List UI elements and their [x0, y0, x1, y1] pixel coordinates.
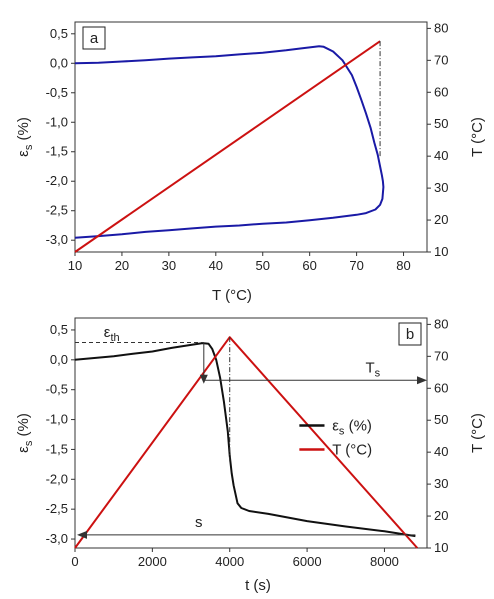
- series-line-a-1: [74, 40, 381, 253]
- legend-label-1: T (°C): [332, 442, 372, 459]
- yl-tick-label-a-2: -0,5: [46, 85, 68, 100]
- legend: εs (%) T (°C): [299, 418, 372, 459]
- yl-tick-label-b-1: 0,0: [50, 352, 68, 367]
- ts-arrow-head: [417, 376, 427, 385]
- panel-label-b: b: [406, 326, 414, 343]
- x-tick-label-a-4: 50: [255, 258, 269, 273]
- y-left-axis-label-b-sub: s: [23, 440, 35, 446]
- yr-tick-label-a-5: 60: [434, 84, 448, 99]
- x-tick-label-a-3: 40: [209, 258, 223, 273]
- legend-label-0-sub: s: [339, 426, 345, 438]
- panel-a: 10 20 30 40 50 60 70 80 0,5 0,0 -0,5 -1,0 -1,5 -2,0 -2…: [15, 20, 486, 304]
- yl-tick-label-a-5: -2,0: [46, 173, 68, 188]
- eth-label-sub: th: [110, 332, 119, 344]
- y-right-axis-label-a: T (°C): [469, 117, 486, 157]
- legend-label-0-main: ε: [332, 418, 339, 435]
- yl-tick-label-a-1: 0,0: [50, 55, 68, 70]
- y-left-axis-label-a-main: ε: [15, 150, 32, 157]
- y-left-axis-label-a: εs (%): [15, 117, 35, 157]
- yr-tick-label-a-4: 50: [434, 116, 448, 131]
- yl-tick-label-b-6: -2,5: [46, 501, 68, 516]
- legend-label-0: εs (%): [332, 418, 372, 438]
- x-tick-label-a-1: 20: [115, 258, 129, 273]
- ts-label: Ts: [366, 359, 381, 379]
- x-tick-label-a-0: 10: [68, 258, 82, 273]
- yr-tick-label-b-1: 20: [434, 508, 448, 523]
- y-left-axis-label-a-unit: (%): [15, 117, 32, 145]
- yr-tick-label-b-3: 40: [434, 444, 448, 459]
- yl-tick-label-b-2: -0,5: [46, 382, 68, 397]
- plot-frame-a: [74, 21, 428, 253]
- yl-tick-label-a-6: -2,5: [46, 203, 68, 218]
- yl-tick-label-b-3: -1,0: [46, 412, 68, 427]
- eth-arrow-head: [199, 374, 208, 384]
- yr-tick-label-a-2: 30: [434, 180, 448, 195]
- yr-tick-label-b-2: 30: [434, 476, 448, 491]
- yr-tick-label-b-5: 60: [434, 380, 448, 395]
- x-tick-label-a-6: 70: [349, 258, 363, 273]
- y-left-axis-label-b-main: ε: [15, 446, 32, 453]
- legend-label-0-unit: (%): [344, 418, 372, 435]
- yr-tick-label-a-1: 20: [434, 212, 448, 227]
- s-label: s: [195, 514, 203, 531]
- ts-label-main: T: [366, 359, 375, 376]
- x-tick-label-b-3: 6000: [293, 554, 322, 569]
- s-arrow-head: [77, 530, 87, 539]
- yl-tick-label-b-4: -1,5: [46, 441, 68, 456]
- x-tick-label-b-0: 0: [71, 554, 78, 569]
- yr-tick-label-b-6: 70: [434, 348, 448, 363]
- plot-frame-b: [74, 317, 428, 549]
- x-tick-label-b-1: 2000: [138, 554, 167, 569]
- yl-tick-label-a-0: 0,5: [50, 26, 68, 41]
- x-tick-label-b-4: 8000: [370, 554, 399, 569]
- x-axis-label-b: t (s): [245, 577, 271, 594]
- eth-label: εth: [104, 324, 120, 344]
- yl-tick-label-a-4: -1,5: [46, 144, 68, 159]
- yl-tick-label-a-3: -1,0: [46, 114, 68, 129]
- ts-label-sub: s: [375, 367, 381, 379]
- panel-b: 0 2000 4000 6000 8000 0,5 0,0 -0,5 -1,0 -1,5 -2,0 -…: [15, 316, 486, 594]
- yl-tick-label-b-5: -2,0: [46, 471, 68, 486]
- x-tick-label-a-7: 80: [396, 258, 410, 273]
- y-right-axis-label-b: T (°C): [469, 413, 486, 453]
- yr-tick-label-a-3: 40: [434, 148, 448, 163]
- series-line-a-0: [74, 45, 385, 239]
- x-tick-label-a-5: 60: [302, 258, 316, 273]
- x-axis-label-a: T (°C): [212, 287, 252, 304]
- panel-label-box-b: [398, 322, 422, 346]
- yl-tick-label-b-0: 0,5: [50, 322, 68, 337]
- y-left-axis-label-b-unit: (%): [15, 413, 32, 441]
- yr-tick-label-a-6: 70: [434, 52, 448, 67]
- yr-tick-label-b-0: 10: [434, 540, 448, 555]
- series-line-b-0: [74, 342, 416, 538]
- x-tick-label-b-2: 4000: [215, 554, 244, 569]
- yl-tick-label-b-7: -3,0: [46, 531, 68, 546]
- yr-tick-label-b-7: 80: [434, 316, 448, 331]
- yr-tick-label-b-4: 50: [434, 412, 448, 427]
- panel-label-box-a: [82, 26, 106, 50]
- eth-label-main: ε: [104, 324, 111, 341]
- x-tick-label-a-2: 30: [162, 258, 176, 273]
- yl-tick-label-a-7: -3,0: [46, 232, 68, 247]
- yr-tick-label-a-7: 80: [434, 20, 448, 35]
- yr-tick-label-a-0: 10: [434, 244, 448, 259]
- panel-label-a: a: [90, 30, 99, 47]
- y-left-axis-label-a-sub: s: [23, 144, 35, 150]
- legend-label-1-main: T (°C): [332, 442, 372, 459]
- y-left-axis-label-b: εs (%): [15, 413, 35, 453]
